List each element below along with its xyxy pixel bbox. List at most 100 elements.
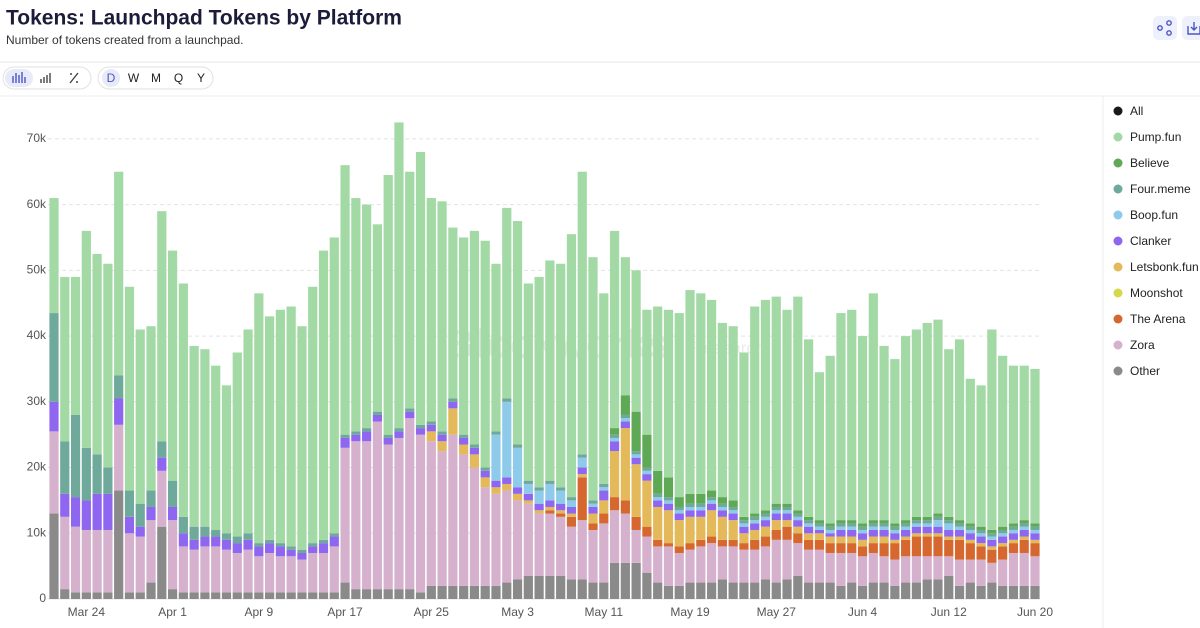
interval-button[interactable]: M: [151, 71, 161, 85]
bar-segment: [696, 293, 706, 494]
bar-segment: [189, 549, 199, 593]
bar-segment: [620, 562, 630, 599]
bar-segment: [308, 543, 318, 547]
bar-segment: [706, 500, 717, 504]
bar-segment: [804, 516, 814, 521]
bar-segment: [60, 276, 70, 442]
bar-segment: [911, 533, 922, 537]
legend-item[interactable]: Four.meme: [1113, 182, 1192, 196]
bar-segment: [825, 526, 835, 530]
chart-type-toggle[interactable]: [2, 66, 92, 90]
bar-segment: [221, 385, 232, 534]
x-tick-label: May 11: [585, 605, 624, 619]
interval-button[interactable]: W: [128, 71, 140, 85]
bar-segment: [221, 549, 232, 593]
bar-segment: [696, 503, 706, 507]
bar-segment: [750, 582, 760, 599]
legend-item[interactable]: Moonshot: [1113, 286, 1184, 300]
bar-segment: [318, 539, 329, 544]
bar-segment: [588, 500, 598, 504]
bar-segment: [351, 198, 361, 432]
interval-button[interactable]: Y: [197, 71, 205, 85]
bar-segment: [944, 516, 954, 521]
interval-label: D: [107, 71, 116, 85]
bar-segment: [857, 585, 868, 599]
bar-segment: [728, 500, 738, 507]
bar-segment: [760, 516, 771, 521]
bar-segment: [901, 556, 911, 583]
legend-item[interactable]: Clanker: [1113, 234, 1172, 248]
x-tick-label: Jun 12: [931, 605, 967, 619]
bar-segment: [631, 451, 641, 455]
legend-item[interactable]: All: [1113, 104, 1144, 118]
bar-segment: [480, 240, 490, 468]
bar-segment: [502, 490, 512, 583]
bar-segment: [771, 503, 781, 507]
bar-segment: [415, 434, 426, 593]
bar-segment: [60, 441, 70, 494]
legend-item[interactable]: The Arena: [1113, 312, 1186, 326]
bar-segment: [146, 326, 156, 491]
bar-segment: [459, 454, 469, 586]
share-icon: [1157, 25, 1163, 31]
bar-segment: [221, 539, 232, 550]
bar-segment: [771, 510, 781, 514]
bar-segment: [609, 510, 620, 563]
bar-segment: [254, 556, 264, 593]
legend-label: Moonshot: [1130, 286, 1183, 300]
x-tick-label: May 3: [501, 605, 534, 619]
interval-button[interactable]: D: [102, 69, 120, 87]
x-tick-label: Apr 9: [244, 605, 273, 619]
legend-item[interactable]: Pump.fun: [1113, 130, 1182, 144]
bar-segment: [469, 585, 480, 599]
bar-segment: [696, 516, 706, 540]
y-tick-label: 10k: [27, 525, 47, 539]
bar-segment: [987, 562, 997, 583]
bar-segment: [847, 523, 857, 527]
download-button[interactable]: [1182, 16, 1200, 40]
y-tick-label: 50k: [27, 263, 47, 277]
bar-segment: [771, 529, 781, 540]
bar-segment: [394, 431, 404, 438]
bar-segment: [297, 549, 307, 553]
bar-segment: [609, 451, 620, 498]
bar-segment: [1008, 533, 1019, 540]
bar-segment: [448, 227, 458, 399]
legend-item[interactable]: Believe: [1113, 156, 1170, 170]
bar-segment: [868, 582, 878, 599]
bar-segment: [965, 539, 975, 544]
bar-segment: [706, 510, 717, 537]
bar-segment: [577, 467, 587, 475]
bar-segment: [340, 447, 350, 583]
bar-segment: [480, 585, 490, 599]
bar-segment: [372, 411, 383, 415]
legend-swatch: [1113, 106, 1123, 116]
bar-segment: [200, 349, 210, 527]
bar-segment: [965, 559, 975, 583]
bar-icon: [40, 73, 51, 83]
legend-item[interactable]: Zora: [1113, 338, 1156, 352]
bar-segment: [760, 546, 771, 580]
bar-segment: [868, 552, 878, 583]
bar-segment: [642, 309, 652, 435]
legend-item[interactable]: Other: [1113, 364, 1161, 378]
bar-segment: [879, 345, 889, 521]
legend-item[interactable]: Boop.fun: [1113, 208, 1179, 222]
legend-swatch: [1113, 132, 1123, 142]
bar-segment: [750, 306, 760, 514]
share-button[interactable]: [1153, 16, 1177, 40]
bar-segment: [836, 523, 846, 527]
bar-segment: [1008, 585, 1019, 599]
bar-segment: [782, 506, 792, 511]
bar-segment: [804, 533, 814, 540]
bar-segment: [491, 263, 501, 432]
bar-segment: [944, 349, 954, 517]
interval-button[interactable]: Q: [174, 71, 183, 85]
bar-segment: [566, 497, 577, 501]
bar-segment: [556, 490, 566, 504]
bar-segment: [685, 516, 695, 544]
legend-item[interactable]: Letsbonk.fun: [1113, 260, 1199, 274]
bar-segment: [836, 536, 846, 544]
bar-segment: [879, 520, 889, 524]
bar-segment: [642, 474, 652, 481]
